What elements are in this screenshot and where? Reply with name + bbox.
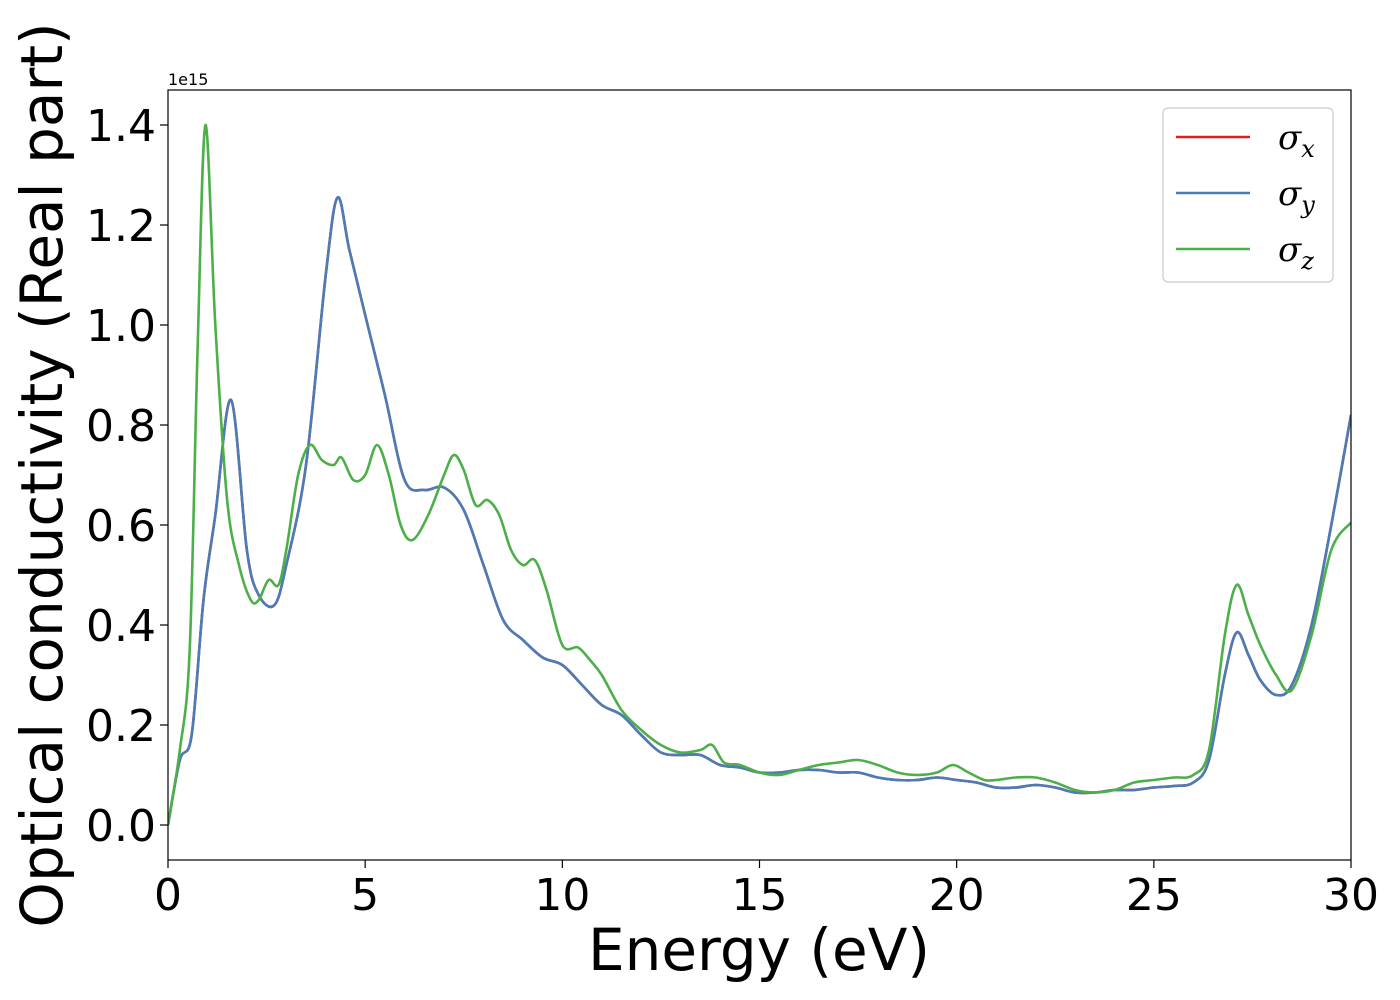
y-axis-title: Optical conductivity (Real part) <box>8 22 76 927</box>
legend-subscript: y <box>1300 191 1315 219</box>
legend-subscript: x <box>1301 135 1315 163</box>
y-tick-label: 0.8 <box>86 401 156 452</box>
legend-box <box>1162 107 1334 283</box>
y-tick-label: 0.2 <box>86 701 156 752</box>
legend-subscript: z <box>1300 247 1314 275</box>
y-tick-label: 1.2 <box>86 201 156 252</box>
series-line-z <box>168 123 1351 826</box>
x-tick-label: 15 <box>732 870 788 921</box>
x-tick-label: 5 <box>351 870 379 921</box>
x-axis: 0 5 10 15 20 25 30 <box>154 860 1379 921</box>
x-tick-label: 25 <box>1126 870 1182 921</box>
y-tick-label: 1.4 <box>86 101 156 152</box>
y-tick-label: 1.0 <box>86 301 156 352</box>
x-axis-title: Energy (eV) <box>588 916 930 984</box>
x-tick-label: 10 <box>534 870 590 921</box>
y-offset-label: 1e15 <box>168 70 208 89</box>
x-tick-label: 20 <box>929 870 985 921</box>
series-layer <box>168 123 1351 826</box>
y-tick-label: 0.4 <box>86 601 156 652</box>
series-line-y <box>168 196 1351 826</box>
x-tick-label: 0 <box>154 870 182 921</box>
y-tick-label: 0.0 <box>86 801 156 852</box>
y-tick-label: 0.6 <box>86 501 156 552</box>
y-axis: 0.0 0.2 0.4 0.6 0.8 1.0 1.2 1.4 <box>86 101 168 852</box>
x-tick-label: 30 <box>1323 870 1379 921</box>
